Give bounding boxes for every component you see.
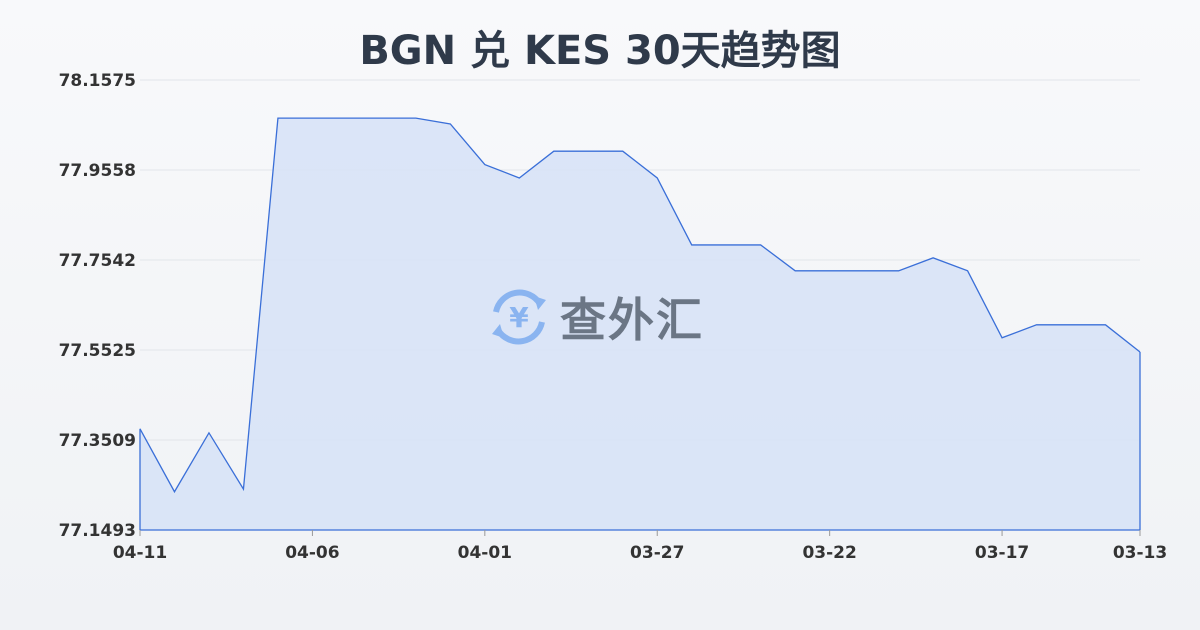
series-line [139,117,1141,494]
yuan-exchange-icon: ¥ [492,289,546,345]
x-tick-label: 04-11 [113,543,167,563]
x-tick-label: 03-27 [630,543,684,563]
x-tick-label: 03-22 [802,543,856,563]
y-tick-label: 77.9558 [59,161,136,181]
svg-text:¥: ¥ [509,301,529,334]
x-tick-label: 04-06 [285,543,339,563]
y-tick-label: 77.5525 [59,341,136,361]
y-tick-label: 77.3509 [59,431,136,451]
x-tick-label: 03-17 [975,543,1029,563]
y-tick-label: 77.7542 [59,251,136,271]
area-fill [140,118,1140,530]
watermark-text: 查外汇 [560,293,704,347]
watermark: ¥ 查外汇 [488,284,704,350]
chart-title: BGN 兑 KES 30天趋势图 [359,28,841,74]
x-tick-label: 04-01 [458,543,512,563]
y-tick-label: 77.1493 [59,521,136,541]
x-tick-label: 03-13 [1113,543,1167,563]
y-tick-label: 78.1575 [59,71,136,91]
